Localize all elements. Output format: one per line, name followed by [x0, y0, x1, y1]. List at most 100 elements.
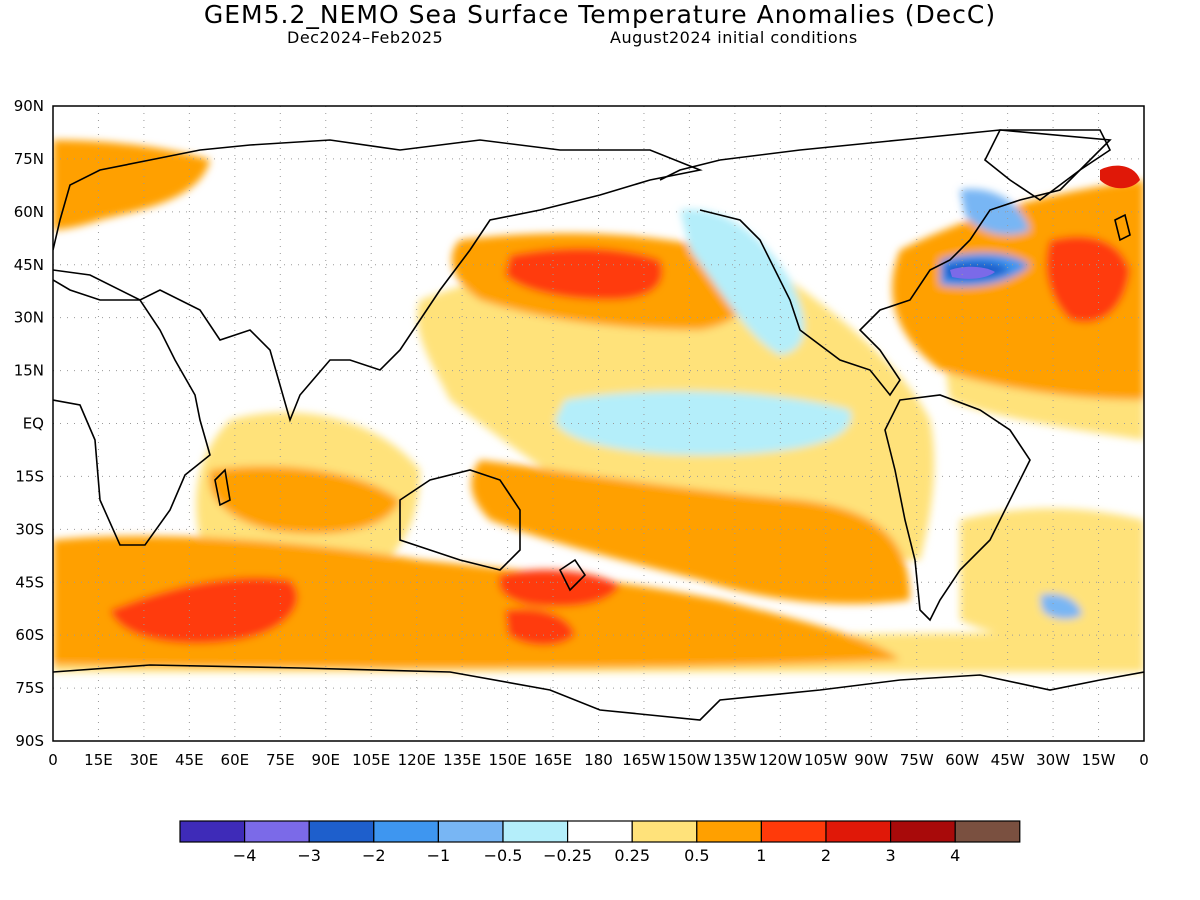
coastline-australia	[399, 469, 521, 571]
legend-label: −1	[427, 846, 451, 865]
latitude-tick-label: 15S	[15, 467, 44, 485]
legend-label: −4	[233, 846, 257, 865]
latitude-tick-label: 75S	[15, 679, 44, 697]
anomaly-orange-arctic-atlantic	[53, 140, 210, 230]
longitude-tick-label: 135E	[443, 751, 481, 769]
longitude-tick-label: 75E	[266, 751, 295, 769]
latitude-tick-label: 30S	[15, 520, 44, 538]
legend-swatch	[566, 820, 633, 843]
coastline-greenland	[983, 129, 1112, 201]
anomaly-orange-south-pacific	[471, 460, 910, 604]
longitude-tick-label: 120E	[398, 751, 436, 769]
longitude-tick-label: 165W	[622, 751, 666, 769]
legend-label: 2	[821, 846, 831, 865]
latitude-tick-label: EQ	[23, 415, 44, 433]
latitude-tick-label: 45N	[14, 256, 44, 274]
longitude-tick-label: 30W	[1036, 751, 1070, 769]
legend-swatch	[825, 820, 892, 843]
legend-label: 1	[756, 846, 766, 865]
longitude-tick-label: 60E	[221, 751, 250, 769]
longitude-tick-label: 120W	[759, 751, 803, 769]
anomaly-red-north-atlantic	[1046, 236, 1130, 323]
legend-swatch	[889, 820, 956, 843]
longitude-tick-label: 15W	[1082, 751, 1116, 769]
legend-swatch	[760, 820, 827, 843]
coastline-north-america	[659, 129, 1112, 397]
coastline-africa	[53, 279, 211, 546]
initial-conditions: August2024 initial conditions	[610, 28, 858, 47]
anomaly-brown-greenland-sea	[1100, 165, 1140, 189]
longitude-tick-label: 150W	[668, 751, 712, 769]
map-title: GEM5.2_NEMO Sea Surface Temperature Anom…	[203, 0, 997, 29]
latitude-tick-label: 45S	[15, 573, 44, 591]
latitude-tick-label: 60S	[15, 626, 44, 644]
anomaly-red-tasman	[498, 569, 620, 607]
longitude-tick-label: 30E	[130, 751, 159, 769]
legend-swatch	[502, 820, 569, 843]
legend-label: −2	[362, 846, 386, 865]
longitude-tick-label: 105E	[352, 751, 390, 769]
anomaly-red-south-pacific	[505, 608, 575, 646]
longitude-tick-label: 15E	[84, 751, 113, 769]
legend-swatch	[308, 820, 375, 843]
legend-swatch	[179, 820, 246, 843]
latitude-tick-label: 90S	[15, 732, 44, 750]
anomaly-red-south-indian	[110, 577, 298, 644]
coastline-antarctica	[53, 664, 1144, 721]
legend-label: 3	[886, 846, 896, 865]
legend-swatch	[954, 820, 1021, 843]
longitude-tick-label: 135W	[713, 751, 757, 769]
legend-label: −0.5	[484, 846, 523, 865]
graticule	[53, 106, 1144, 741]
anomaly-orange-north-atlantic	[892, 180, 1144, 400]
longitude-tick-label: 45E	[175, 751, 204, 769]
coastlines	[53, 129, 1144, 721]
legend-label: −0.25	[543, 846, 592, 865]
legend-label: −3	[297, 846, 321, 865]
longitude-tick-label: 90E	[311, 751, 340, 769]
longitude-labels: 0 15E 30E 45E 60E 75E 90E 105E 120E 135E 150E 165E 1…	[48, 751, 1149, 769]
longitude-tick-label: 75W	[900, 751, 934, 769]
anomaly-orange-south-indian	[209, 466, 400, 534]
coastline-south-america	[884, 394, 1031, 622]
longitude-tick-label: 45W	[991, 751, 1025, 769]
legend-label: 0.5	[684, 846, 709, 865]
forecast-period: Dec2024–Feb2025	[287, 28, 444, 47]
legend-swatch	[437, 820, 504, 843]
coastline-eurasia	[53, 139, 703, 423]
latitude-labels: 90N 75N 60N 45N 30N 15N EQ 15S 30S 45S 60S 75S 90S	[14, 97, 44, 750]
legend-swatch	[244, 820, 310, 843]
anomaly-orange-southern-ocean	[53, 536, 900, 669]
latitude-tick-label: 90N	[14, 97, 44, 115]
longitude-tick-label: 60W	[945, 751, 979, 769]
anomaly-lightblue-enso	[555, 391, 852, 455]
coastline-uk	[1114, 213, 1131, 242]
latitude-tick-label: 15N	[14, 362, 44, 380]
anomaly-blue-south-atlantic	[1040, 593, 1082, 620]
legend-swatch	[631, 820, 698, 843]
legend-label: 4	[950, 846, 960, 865]
anomaly-lightblue-labrador	[960, 189, 1030, 235]
anomaly-yellow-south-atlantic	[960, 508, 1144, 644]
legend-swatch	[696, 820, 762, 843]
anomaly-darkblue-nw-atlantic	[950, 266, 995, 279]
longitude-tick-label: 165E	[534, 751, 572, 769]
latitude-tick-label: 30N	[14, 309, 44, 327]
coastline-madagascar	[214, 468, 231, 507]
longitude-tick-label: 90W	[854, 751, 888, 769]
longitude-tick-label: 150E	[489, 751, 527, 769]
legend-label: 0.25	[614, 846, 650, 865]
longitude-tick-label: 105W	[804, 751, 848, 769]
coastline-new-zealand	[558, 558, 587, 592]
latitude-tick-label: 75N	[14, 150, 44, 168]
anomaly-red-north-pacific	[505, 248, 663, 300]
longitude-tick-label: 0	[48, 751, 58, 769]
color-legend: −4 −3 −2 −1 −0.5 −0.25 0.25 0.5 1 2 3 4	[179, 820, 1021, 865]
longitude-tick-label: 0	[1139, 751, 1149, 769]
plot-frame	[52, 105, 1145, 742]
legend-swatch	[373, 820, 439, 843]
anomaly-lightblue-ne-pacific	[680, 209, 804, 355]
latitude-tick-label: 60N	[14, 203, 44, 221]
longitude-tick-label: 180	[584, 751, 613, 769]
